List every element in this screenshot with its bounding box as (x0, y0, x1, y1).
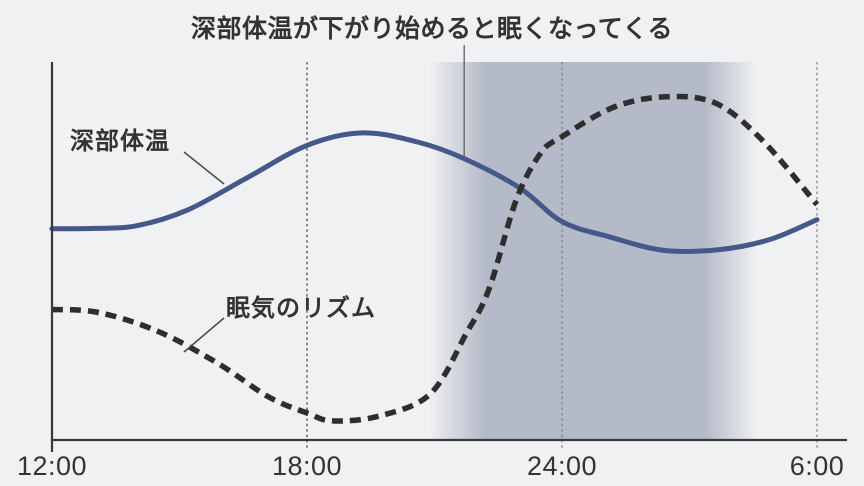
series-label-sleepiness-rhythm: 眠気のリズム (226, 295, 376, 322)
x-tick-label-0600: 6:00 (789, 451, 845, 481)
series-label-body-temperature: 深部体温 (70, 128, 170, 155)
sleep-label-leader-line (183, 317, 225, 353)
sleepiness-rhythm-curve (51, 93, 820, 424)
x-tick-label-2400: 24:00 (526, 451, 598, 481)
chart-title: 深部体温が下がり始めると眠くなってくる (190, 15, 673, 43)
body-temperature-curve (49, 130, 820, 255)
x-tick-label-1200: 12:00 (16, 451, 88, 481)
temp-label-leader-line (183, 151, 225, 185)
x-tick-label-1800: 18:00 (271, 451, 343, 481)
